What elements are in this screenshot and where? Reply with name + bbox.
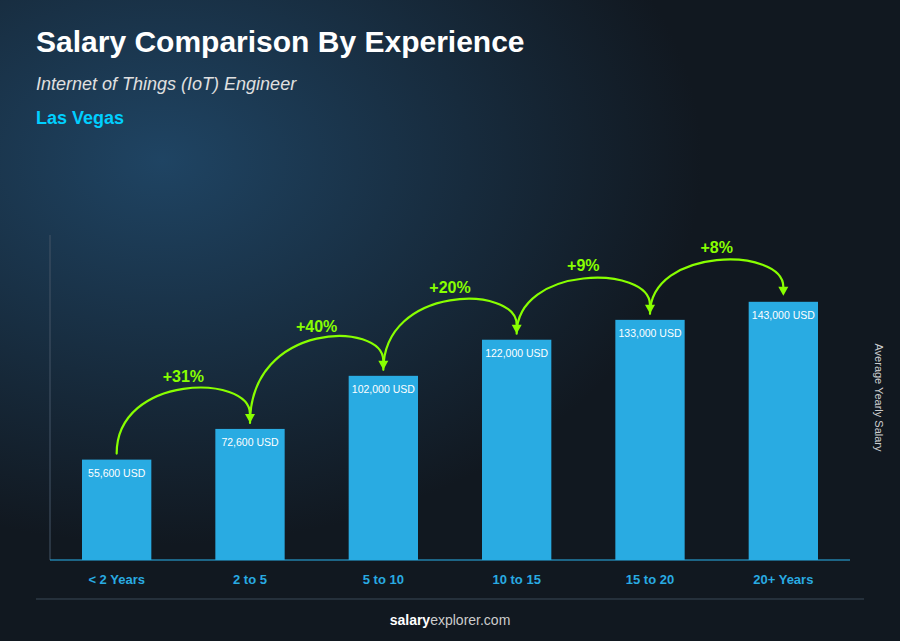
bar [215, 429, 284, 560]
bar [749, 302, 818, 560]
change-label: +40% [296, 318, 337, 335]
source: salaryexplorer.com [390, 612, 511, 628]
x-tick-label: 2 to 5 [233, 572, 267, 587]
x-tick-label: 20+ Years [753, 572, 813, 587]
baseline [50, 559, 850, 561]
bars [82, 302, 818, 560]
change-arc [650, 260, 783, 314]
chart: Salary Comparison By Experience Internet … [0, 0, 900, 641]
change-label: +20% [429, 279, 470, 296]
title: Salary Comparison By Experience [36, 25, 525, 58]
bar [82, 460, 151, 560]
bar [482, 340, 551, 560]
background [0, 0, 900, 641]
y-axis-line [50, 235, 51, 560]
data-label: 143,000 USD [752, 309, 815, 321]
change-label: +9% [567, 257, 599, 274]
change-arc [250, 336, 383, 423]
data-label: 133,000 USD [618, 327, 681, 339]
data-label: 55,600 USD [88, 467, 146, 479]
change-arc [517, 278, 650, 334]
bar [615, 320, 684, 560]
city: Las Vegas [36, 108, 124, 128]
change-arc [117, 388, 250, 454]
y-axis-label: Average Yearly Salary [873, 343, 885, 452]
x-tick-label: 10 to 15 [492, 572, 540, 587]
page: {"chart_data": { "type": "bar", "title":… [0, 0, 900, 641]
data-label: 102,000 USD [352, 383, 415, 395]
change-label: +31% [163, 368, 204, 385]
x-tick-label: 5 to 10 [363, 572, 404, 587]
change-label: +8% [700, 239, 732, 256]
source-part: salary [390, 612, 431, 628]
data-label: 122,000 USD [485, 347, 548, 359]
footer-rule [36, 599, 864, 600]
change-arc [383, 299, 516, 370]
x-tick-label: 15 to 20 [626, 572, 674, 587]
source-part: explorer.com [430, 612, 510, 628]
bar [349, 376, 418, 560]
data-label: 72,600 USD [221, 436, 279, 448]
x-tick-label: < 2 Years [88, 572, 145, 587]
change-arrowhead [778, 287, 788, 296]
subtitle: Internet of Things (IoT) Engineer [36, 74, 297, 94]
